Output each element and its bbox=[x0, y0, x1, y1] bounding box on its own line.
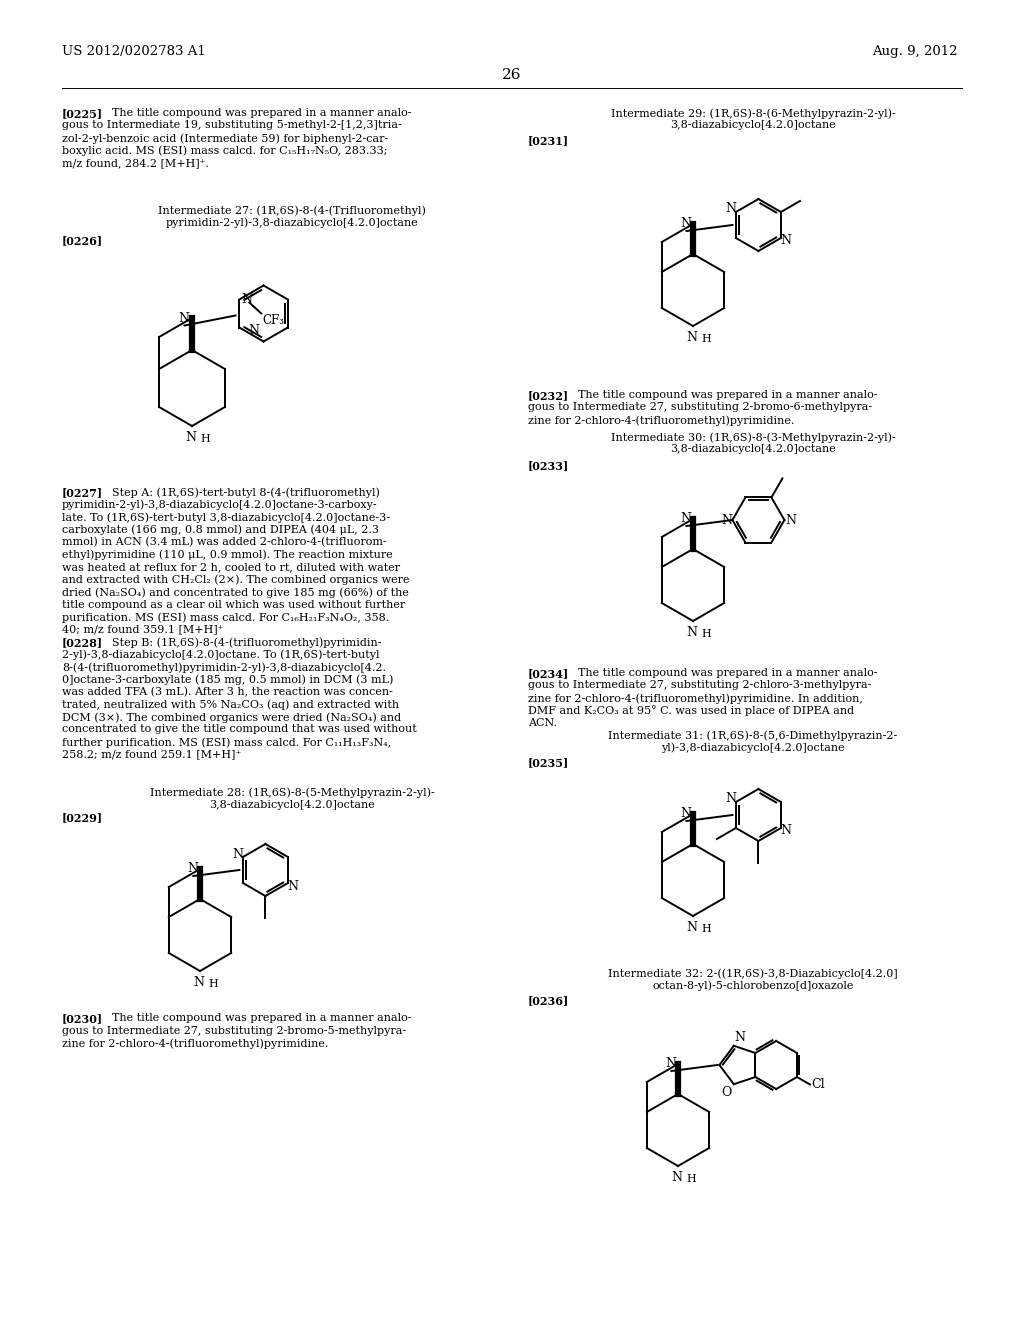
Text: pyrimidin-2-yl)-3,8-diazabicyclo[4.2.0]octane-3-carboxy-: pyrimidin-2-yl)-3,8-diazabicyclo[4.2.0]o… bbox=[62, 499, 378, 510]
Text: The title compound was prepared in a manner analo-: The title compound was prepared in a man… bbox=[571, 668, 878, 678]
Text: 8-(4-(trifluoromethyl)pyrimidin-2-yl)-3,8-diazabicyclo[4.2.: 8-(4-(trifluoromethyl)pyrimidin-2-yl)-3,… bbox=[62, 663, 386, 673]
Text: N: N bbox=[785, 513, 796, 527]
Text: trated, neutralized with 5% Na₂CO₃ (aq) and extracted with: trated, neutralized with 5% Na₂CO₃ (aq) … bbox=[62, 700, 399, 710]
Text: dried (Na₂SO₄) and concentrated to give 185 mg (66%) of the: dried (Na₂SO₄) and concentrated to give … bbox=[62, 587, 409, 598]
Text: [0236]: [0236] bbox=[528, 995, 569, 1006]
Text: N: N bbox=[187, 862, 199, 875]
Text: zol-2-yl-benzoic acid (Intermediate 59) for biphenyl-2-car-: zol-2-yl-benzoic acid (Intermediate 59) … bbox=[62, 133, 388, 144]
Text: H: H bbox=[701, 924, 711, 935]
Text: O: O bbox=[722, 1086, 732, 1100]
Text: octan-8-yl)-5-chlorobenzo[d]oxazole: octan-8-yl)-5-chlorobenzo[d]oxazole bbox=[652, 981, 854, 991]
Text: N: N bbox=[232, 847, 243, 861]
Text: H: H bbox=[200, 434, 210, 444]
Text: Intermediate 32: 2-((1R,6S)-3,8-Diazabicyclo[4.2.0]: Intermediate 32: 2-((1R,6S)-3,8-Diazabic… bbox=[608, 968, 898, 978]
Text: Intermediate 31: (1R,6S)-8-(5,6-Dimethylpyrazin-2-: Intermediate 31: (1R,6S)-8-(5,6-Dimethyl… bbox=[608, 730, 898, 741]
Text: carboxylate (166 mg, 0.8 mmol) and DIPEA (404 μL, 2.3: carboxylate (166 mg, 0.8 mmol) and DIPEA… bbox=[62, 524, 379, 535]
Text: zine for 2-chloro-4-(trifluoromethyl)pyrimidine. In addition,: zine for 2-chloro-4-(trifluoromethyl)pyr… bbox=[528, 693, 863, 704]
Text: was added TFA (3 mL). After 3 h, the reaction was concen-: was added TFA (3 mL). After 3 h, the rea… bbox=[62, 686, 393, 697]
Text: boxylic acid. MS (ESI) mass calcd. for C₁₅H₁₇N₅O, 283.33;: boxylic acid. MS (ESI) mass calcd. for C… bbox=[62, 145, 387, 156]
Text: gous to Intermediate 27, substituting 2-bromo-6-methylpyra-: gous to Intermediate 27, substituting 2-… bbox=[528, 403, 872, 412]
Text: N: N bbox=[178, 312, 189, 325]
Text: [0234]: [0234] bbox=[528, 668, 569, 678]
Text: Intermediate 27: (1R,6S)-8-(4-(Trifluoromethyl): Intermediate 27: (1R,6S)-8-(4-(Trifluoro… bbox=[158, 205, 426, 215]
Text: N: N bbox=[780, 825, 792, 837]
Text: The title compound was prepared in a manner analo-: The title compound was prepared in a man… bbox=[571, 389, 878, 400]
Text: N: N bbox=[725, 202, 736, 215]
Text: [0230]: [0230] bbox=[62, 1012, 103, 1024]
Text: N: N bbox=[686, 921, 697, 935]
Text: N: N bbox=[185, 432, 197, 444]
Text: DCM (3×). The combined organics were dried (Na₂SO₄) and: DCM (3×). The combined organics were dri… bbox=[62, 711, 401, 722]
Text: 2-yl)-3,8-diazabicyclo[4.2.0]octane. To (1R,6S)-tert-butyl: 2-yl)-3,8-diazabicyclo[4.2.0]octane. To … bbox=[62, 649, 380, 660]
Text: 3,8-diazabicyclo[4.2.0]octane: 3,8-diazabicyclo[4.2.0]octane bbox=[670, 445, 836, 454]
Text: [0226]: [0226] bbox=[62, 235, 103, 246]
Text: was heated at reflux for 2 h, cooled to rt, diluted with water: was heated at reflux for 2 h, cooled to … bbox=[62, 562, 400, 572]
Text: zine for 2-chloro-4-(trifluoromethyl)pyrimidine.: zine for 2-chloro-4-(trifluoromethyl)pyr… bbox=[62, 1038, 329, 1048]
Text: 258.2; m/z found 259.1 [M+H]⁺: 258.2; m/z found 259.1 [M+H]⁺ bbox=[62, 750, 242, 759]
Text: N: N bbox=[686, 626, 697, 639]
Text: yl)-3,8-diazabicyclo[4.2.0]octane: yl)-3,8-diazabicyclo[4.2.0]octane bbox=[662, 742, 845, 754]
Text: Intermediate 28: (1R,6S)-8-(5-Methylpyrazin-2-yl)-: Intermediate 28: (1R,6S)-8-(5-Methylpyra… bbox=[150, 787, 434, 797]
Text: N: N bbox=[680, 512, 691, 525]
Text: gous to Intermediate 27, substituting 2-chloro-3-methylpyra-: gous to Intermediate 27, substituting 2-… bbox=[528, 681, 871, 690]
Text: 0]octane-3-carboxylate (185 mg, 0.5 mmol) in DCM (3 mL): 0]octane-3-carboxylate (185 mg, 0.5 mmol… bbox=[62, 675, 393, 685]
Text: [0225]: [0225] bbox=[62, 108, 103, 119]
Text: 26: 26 bbox=[502, 69, 522, 82]
Text: The title compound was prepared in a manner analo-: The title compound was prepared in a man… bbox=[105, 108, 412, 117]
Text: [0233]: [0233] bbox=[528, 459, 569, 471]
Text: Cl: Cl bbox=[811, 1078, 824, 1092]
Text: N: N bbox=[288, 879, 299, 892]
Text: N: N bbox=[680, 807, 691, 820]
Text: zine for 2-chloro-4-(trifluoromethyl)pyrimidine.: zine for 2-chloro-4-(trifluoromethyl)pyr… bbox=[528, 414, 795, 425]
Text: further purification. MS (ESI) mass calcd. For C₁₁H₁₃F₃N₄,: further purification. MS (ESI) mass calc… bbox=[62, 737, 391, 747]
Text: CF₃: CF₃ bbox=[262, 314, 285, 327]
Text: N: N bbox=[242, 293, 252, 306]
Text: N: N bbox=[680, 216, 691, 230]
Text: Aug. 9, 2012: Aug. 9, 2012 bbox=[872, 45, 958, 58]
Text: N: N bbox=[666, 1057, 677, 1071]
Text: Step B: (1R,6S)-8-(4-(trifluoromethyl)pyrimidin-: Step B: (1R,6S)-8-(4-(trifluoromethyl)py… bbox=[105, 638, 382, 648]
Text: [0227]: [0227] bbox=[62, 487, 103, 498]
Text: N: N bbox=[780, 235, 792, 248]
Text: Intermediate 30: (1R,6S)-8-(3-Methylpyrazin-2-yl)-: Intermediate 30: (1R,6S)-8-(3-Methylpyra… bbox=[610, 432, 895, 442]
Text: late. To (1R,6S)-tert-butyl 3,8-diazabicyclo[4.2.0]octane-3-: late. To (1R,6S)-tert-butyl 3,8-diazabic… bbox=[62, 512, 390, 523]
Text: US 2012/0202783 A1: US 2012/0202783 A1 bbox=[62, 45, 206, 58]
Text: Intermediate 29: (1R,6S)-8-(6-Methylpyrazin-2-yl)-: Intermediate 29: (1R,6S)-8-(6-Methylpyra… bbox=[610, 108, 895, 119]
Text: N: N bbox=[249, 325, 259, 338]
Text: H: H bbox=[701, 630, 711, 639]
Text: N: N bbox=[194, 975, 205, 989]
Text: 3,8-diazabicyclo[4.2.0]octane: 3,8-diazabicyclo[4.2.0]octane bbox=[670, 120, 836, 131]
Text: title compound as a clear oil which was used without further: title compound as a clear oil which was … bbox=[62, 599, 406, 610]
Text: [0235]: [0235] bbox=[528, 756, 569, 768]
Text: N: N bbox=[686, 331, 697, 345]
Text: gous to Intermediate 19, substituting 5-methyl-2-[1,2,3]tria-: gous to Intermediate 19, substituting 5-… bbox=[62, 120, 401, 131]
Text: H: H bbox=[701, 334, 711, 345]
Text: H: H bbox=[686, 1173, 695, 1184]
Text: [0232]: [0232] bbox=[528, 389, 569, 401]
Text: N: N bbox=[725, 792, 736, 805]
Text: and extracted with CH₂Cl₂ (2×). The combined organics were: and extracted with CH₂Cl₂ (2×). The comb… bbox=[62, 574, 410, 585]
Text: ethyl)pyrimidine (110 μL, 0.9 mmol). The reaction mixture: ethyl)pyrimidine (110 μL, 0.9 mmol). The… bbox=[62, 549, 393, 560]
Text: pyrimidin-2-yl)-3,8-diazabicyclo[4.2.0]octane: pyrimidin-2-yl)-3,8-diazabicyclo[4.2.0]o… bbox=[166, 218, 419, 228]
Text: ACN.: ACN. bbox=[528, 718, 557, 729]
Text: N: N bbox=[672, 1171, 683, 1184]
Text: N: N bbox=[735, 1031, 745, 1044]
Text: H: H bbox=[208, 979, 218, 989]
Text: [0229]: [0229] bbox=[62, 812, 103, 822]
Text: m/z found, 284.2 [M+H]⁺.: m/z found, 284.2 [M+H]⁺. bbox=[62, 158, 209, 168]
Text: 3,8-diazabicyclo[4.2.0]octane: 3,8-diazabicyclo[4.2.0]octane bbox=[209, 800, 375, 809]
Text: gous to Intermediate 27, substituting 2-bromo-5-methylpyra-: gous to Intermediate 27, substituting 2-… bbox=[62, 1026, 407, 1035]
Text: N: N bbox=[721, 513, 732, 527]
Text: Step A: (1R,6S)-tert-butyl 8-(4-(trifluoromethyl): Step A: (1R,6S)-tert-butyl 8-(4-(trifluo… bbox=[105, 487, 380, 498]
Text: purification. MS (ESI) mass calcd. For C₁₆H₂₁F₃N₄O₂, 358.: purification. MS (ESI) mass calcd. For C… bbox=[62, 612, 389, 623]
Text: DMF and K₂CO₃ at 95° C. was used in place of DIPEA and: DMF and K₂CO₃ at 95° C. was used in plac… bbox=[528, 705, 854, 717]
Text: mmol) in ACN (3.4 mL) was added 2-chloro-4-(trifluorom-: mmol) in ACN (3.4 mL) was added 2-chloro… bbox=[62, 537, 387, 548]
Text: concentrated to give the title compound that was used without: concentrated to give the title compound … bbox=[62, 725, 417, 734]
Text: [0228]: [0228] bbox=[62, 638, 103, 648]
Text: [0231]: [0231] bbox=[528, 135, 569, 147]
Text: 40; m/z found 359.1 [M+H]⁺: 40; m/z found 359.1 [M+H]⁺ bbox=[62, 624, 223, 635]
Text: The title compound was prepared in a manner analo-: The title compound was prepared in a man… bbox=[105, 1012, 412, 1023]
